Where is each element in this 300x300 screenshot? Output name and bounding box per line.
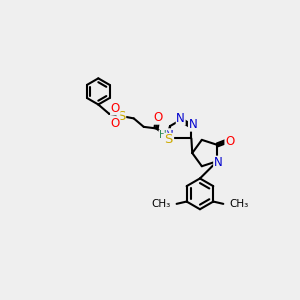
Text: O: O [225, 134, 234, 148]
Text: S: S [117, 110, 126, 123]
Text: O: O [153, 111, 162, 124]
Text: N: N [188, 118, 197, 131]
Text: O: O [111, 117, 120, 130]
Text: H: H [159, 130, 167, 140]
Text: N: N [176, 112, 185, 125]
Text: S: S [164, 134, 173, 146]
Text: O: O [111, 102, 120, 115]
Text: CH₃: CH₃ [151, 199, 170, 209]
Text: N: N [214, 156, 223, 169]
Text: CH₃: CH₃ [230, 199, 249, 209]
Text: N: N [165, 129, 173, 142]
